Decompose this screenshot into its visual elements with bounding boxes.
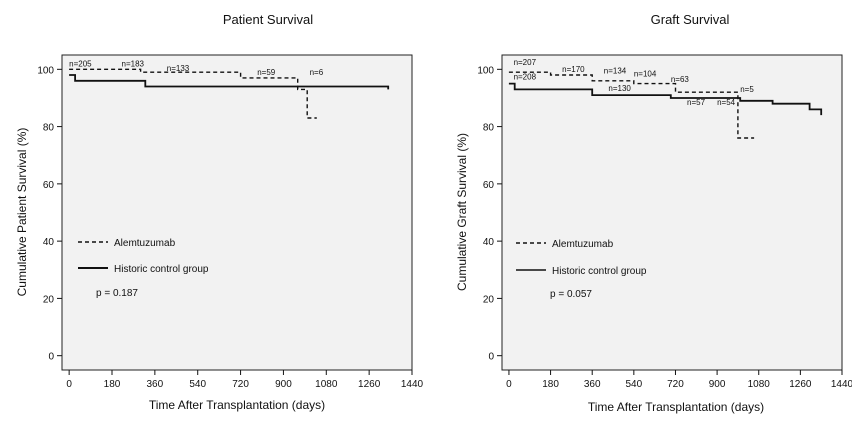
x-axis-label: Time After Transplantation (days)	[588, 400, 764, 414]
series-line-control	[508, 82, 823, 116]
y-tick-label: 80	[43, 123, 55, 134]
y-tick-label: 100	[37, 65, 54, 76]
x-tick-label: 1080	[748, 379, 771, 390]
chart-title: Patient Survival	[223, 12, 313, 27]
p-value: p = 0.057	[550, 289, 592, 300]
at-risk-label: n=54	[717, 98, 736, 107]
y-tick-label: 20	[483, 294, 495, 305]
x-tick-label: 1260	[358, 379, 381, 390]
legend: Alemtuzumab Historic control group p = 0…	[516, 239, 647, 300]
x-tick-label: 180	[542, 379, 559, 390]
at-risk-label: n=5	[740, 85, 754, 94]
survival-curves	[508, 71, 823, 139]
at-risk-label: n=183	[122, 59, 145, 68]
x-tick-label: 0	[66, 379, 72, 390]
y-tick-label: 0	[488, 352, 494, 363]
at-risk-label: n=205	[69, 59, 92, 68]
y-axis: 0 20 40 60 80 100	[37, 65, 62, 363]
x-tick-label: 0	[506, 379, 512, 390]
chart-title: Graft Survival	[651, 12, 730, 27]
legend: Alemtuzumab Historic control group p = 0…	[78, 238, 209, 299]
series-line-alemtuzumab	[69, 68, 317, 119]
y-tick-label: 60	[483, 180, 495, 191]
x-axis-label: Time After Transplantation (days)	[149, 398, 325, 412]
x-tick-label: 1260	[789, 379, 812, 390]
at-risk-label: n=208	[514, 72, 537, 81]
x-tick-label: 360	[147, 379, 164, 390]
at-risk-annotations: n=205 n=183 n=133 n=59 n=6	[69, 59, 324, 77]
at-risk-label: n=104	[634, 69, 657, 78]
y-axis-label: Cumulative Patient Survival (%)	[15, 128, 29, 297]
x-axis: 0 180 360 540 720 900 1080 1260 1440	[66, 370, 424, 390]
series-line-control	[69, 74, 390, 90]
at-risk-label: n=134	[604, 67, 627, 76]
at-risk-label: n=63	[671, 75, 690, 84]
patient-survival-chart: Patient Survival 0 20 40 60 80 100 0 180 360 540…	[15, 12, 424, 412]
x-tick-label: 1440	[831, 379, 852, 390]
x-tick-label: 720	[667, 379, 684, 390]
y-tick-label: 40	[483, 237, 495, 248]
legend-label-alemtuzumab: Alemtuzumab	[114, 238, 176, 249]
at-risk-label: n=133	[167, 64, 190, 73]
x-tick-label: 1080	[315, 379, 338, 390]
plot-area	[61, 54, 413, 371]
x-tick-label: 900	[709, 379, 726, 390]
graft-survival-chart: Graft Survival 0 20 40 60 80 100 0 180 360 540 72…	[455, 12, 852, 414]
at-risk-label: n=207	[514, 58, 537, 67]
y-tick-label: 40	[43, 237, 55, 248]
x-tick-label: 900	[275, 379, 292, 390]
legend-label-alemtuzumab: Alemtuzumab	[552, 239, 614, 250]
y-tick-label: 0	[48, 352, 54, 363]
y-tick-label: 100	[477, 65, 494, 76]
plot-area	[501, 54, 843, 371]
p-value: p = 0.187	[96, 288, 138, 299]
x-tick-label: 540	[625, 379, 642, 390]
y-tick-label: 60	[43, 180, 55, 191]
legend-label-control: Historic control group	[552, 266, 647, 277]
at-risk-label: n=170	[562, 65, 585, 74]
y-tick-label: 80	[483, 123, 495, 134]
y-tick-label: 20	[43, 294, 55, 305]
legend-label-control: Historic control group	[114, 264, 209, 275]
x-tick-label: 180	[104, 379, 121, 390]
y-axis-label: Cumulative Graft Survival (%)	[455, 133, 469, 291]
at-risk-label: n=59	[257, 68, 276, 77]
at-risk-label: n=130	[608, 84, 631, 93]
x-tick-label: 360	[584, 379, 601, 390]
series-line-alemtuzumab	[508, 71, 755, 139]
y-axis: 0 20 40 60 80 100	[477, 65, 502, 363]
at-risk-label: n=57	[687, 98, 706, 107]
at-risk-label: n=6	[310, 68, 324, 77]
x-tick-label: 540	[189, 379, 206, 390]
survival-curves	[69, 68, 390, 119]
x-axis: 0 180 360 540 720 900 1080 1260 1440	[506, 370, 852, 390]
x-tick-label: 1440	[401, 379, 424, 390]
x-tick-label: 720	[232, 379, 249, 390]
